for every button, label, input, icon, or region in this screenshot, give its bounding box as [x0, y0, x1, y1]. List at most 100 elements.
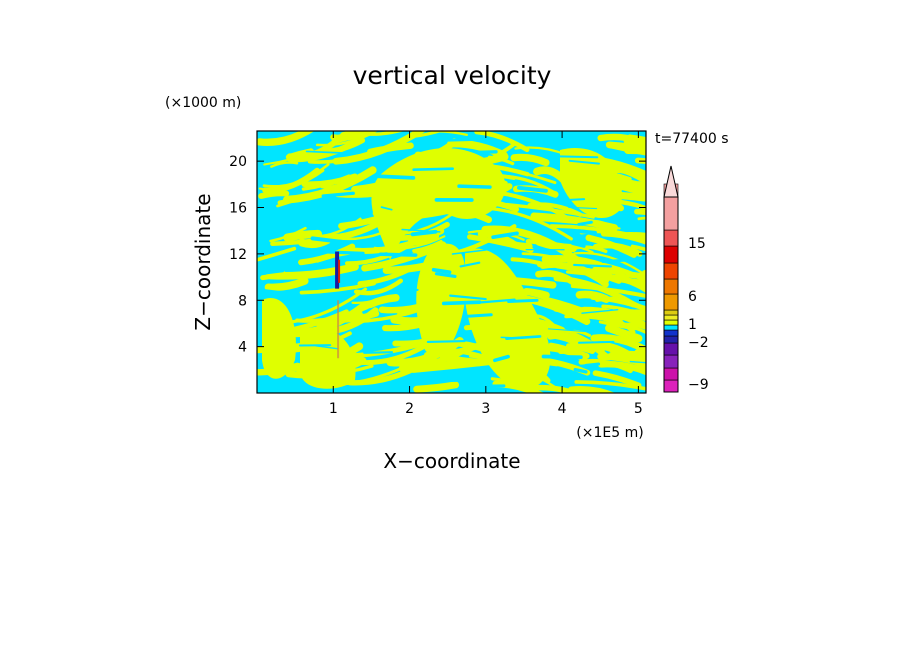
colorbar-level: [663, 262, 679, 280]
colorbar-level: [663, 319, 679, 326]
field-gap: [459, 261, 481, 268]
field-streak: [486, 206, 573, 241]
field-gap: [315, 345, 338, 350]
field-gap: [480, 298, 516, 304]
field-gap: [581, 309, 619, 314]
colorbar-frame: [663, 196, 679, 393]
y-tick-label: 8: [238, 293, 247, 309]
colorbar: −9 −2 1 6 15: [663, 165, 709, 393]
field-gap: [257, 269, 285, 276]
y-tick-label: 16: [229, 201, 247, 217]
x-tick-label: 1: [329, 401, 338, 417]
field-streak: [565, 343, 596, 354]
field-streak: [597, 133, 646, 147]
field-streak: [510, 257, 550, 268]
x-tick-label: 3: [481, 401, 490, 417]
field-streak: [263, 147, 325, 166]
field-gap: [410, 229, 438, 237]
plot-frame: [256, 130, 647, 394]
updraft-region: [300, 327, 356, 389]
field-streak: [600, 230, 646, 245]
field-gap: [321, 191, 355, 198]
field-streak: [298, 243, 356, 266]
field-streak: [283, 229, 322, 242]
field-gap: [549, 198, 586, 202]
field-gap: [378, 252, 418, 257]
y-unit-label: (×1000 m): [165, 95, 241, 111]
field-streak: [630, 244, 646, 252]
field-streak: [622, 350, 646, 357]
field-streak: [481, 225, 573, 258]
strong-updraft-core: [338, 259, 341, 283]
field-gap: [577, 229, 598, 235]
field-streak: [492, 380, 545, 393]
field-streak: [357, 266, 412, 287]
field-streak: [340, 131, 371, 139]
field-streak: [619, 309, 646, 318]
colorbar-extend-arrow: [663, 165, 679, 198]
field-gap: [380, 206, 393, 211]
field-streak: [601, 321, 625, 329]
x-axis-label: X−coordinate: [383, 449, 520, 473]
colorbar-level: [663, 309, 679, 316]
field-streak: [304, 217, 362, 238]
field-streak: [262, 163, 330, 188]
field-streak: [295, 301, 377, 323]
field-streak: [373, 235, 446, 251]
field-gap: [577, 220, 593, 226]
x-tick-label: 4: [558, 401, 567, 417]
field-streak: [286, 135, 343, 160]
colorbar-level: [663, 367, 679, 381]
field-gap: [431, 374, 468, 380]
field-gap: [573, 263, 613, 268]
colorbar-level: [663, 335, 679, 344]
y-axis-label: Z−coordinate: [191, 193, 215, 330]
field-streak: [522, 288, 550, 299]
field-streak: [467, 234, 534, 253]
field-gap: [491, 231, 519, 240]
x-tick-label: 2: [405, 401, 414, 417]
field-gap: [547, 328, 589, 333]
field-streak: [634, 208, 646, 216]
field-streak: [626, 355, 646, 360]
field-streak: [260, 270, 286, 281]
chart-title: vertical velocity: [353, 61, 552, 90]
updraft-region: [262, 298, 296, 379]
field-streak: [257, 246, 297, 262]
field-streak: [578, 358, 633, 374]
field-streak: [624, 146, 646, 155]
field-gap: [412, 167, 454, 171]
field-gap: [601, 258, 639, 264]
field-gap: [257, 288, 289, 296]
field-streak: [351, 298, 381, 304]
field-streak: [412, 239, 443, 253]
field-gap: [493, 354, 510, 363]
field-gap: [260, 292, 292, 297]
colorbar-level: [663, 278, 679, 295]
field-streak: [440, 353, 484, 367]
field-gap: [295, 263, 328, 270]
field-streak: [344, 236, 422, 266]
field-streak: [636, 181, 646, 189]
colorbar-tick-label: 1: [688, 317, 697, 333]
field-streak: [564, 314, 646, 335]
field-streak: [301, 174, 351, 191]
field-gap: [457, 184, 492, 189]
colorbar-tick-label: 6: [688, 289, 697, 305]
colorbar-level: [663, 293, 679, 311]
field-gap: [315, 388, 350, 393]
field-streak: [367, 142, 414, 156]
contour-field: [257, 131, 646, 393]
y-tick-label: 12: [229, 247, 247, 263]
field-streak: [510, 153, 550, 167]
colorbar-level: [663, 245, 679, 264]
y-tick-label: 20: [229, 154, 247, 170]
y-tick-label: 4: [238, 340, 247, 356]
field-streak: [257, 131, 315, 146]
field-streak: [592, 242, 643, 257]
field-streak: [567, 386, 616, 393]
field-gap: [384, 288, 419, 295]
colorbar-tick-label: 15: [688, 236, 706, 252]
field-streak: [474, 131, 530, 153]
field-gap: [517, 185, 548, 193]
